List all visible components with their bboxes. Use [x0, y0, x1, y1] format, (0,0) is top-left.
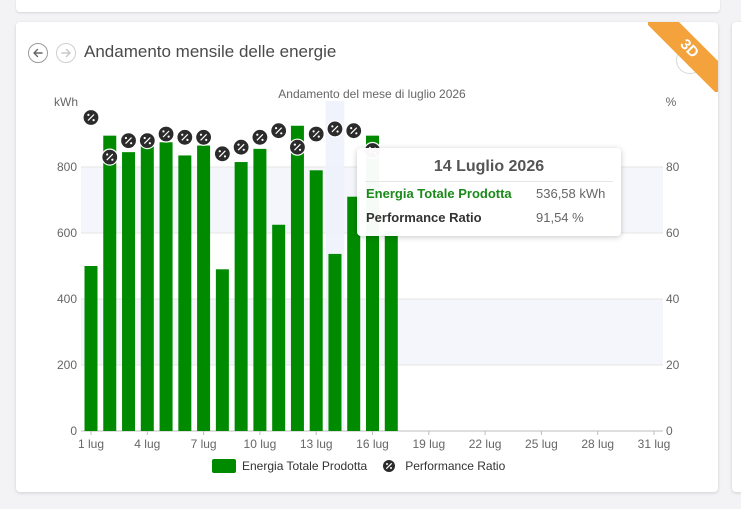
arrow-right-icon	[61, 48, 71, 58]
bar	[234, 162, 248, 432]
legend-item-pr[interactable]: Performance Ratio	[383, 459, 505, 473]
pr-marker	[326, 120, 344, 138]
tooltip-date: 14 Luglio 2026	[433, 158, 545, 175]
legend-label-energy: Energia Totale Prodotta	[242, 459, 368, 473]
percent-icon	[383, 460, 396, 472]
x-tick-label: 10 lug	[244, 437, 277, 451]
chart-tooltip: 14 Luglio 2026 Energia Totale Prodotta 5…	[357, 148, 621, 236]
pr-marker	[213, 145, 231, 163]
bar	[328, 253, 342, 431]
y-left-tick-label: 400	[57, 292, 77, 306]
y-right-tick-label: 80	[666, 160, 680, 174]
x-tick-label: 31 lug	[638, 437, 671, 451]
y-right-tick-label: 40	[666, 292, 680, 306]
pr-marker	[119, 132, 138, 150]
pr-marker	[101, 148, 119, 166]
bar	[384, 231, 398, 431]
bar	[197, 145, 211, 432]
adjacent-card-edge	[732, 22, 741, 492]
tooltip-energy-row: Energia Totale Prodotta 536,58 kWh	[366, 186, 605, 201]
pr-marker	[176, 128, 194, 146]
legend-swatch-energy	[212, 459, 236, 473]
pr-marker	[345, 122, 363, 140]
chart-legend: Energia Totale Prodotta Performance Rati…	[212, 459, 521, 473]
pr-marker	[307, 125, 325, 143]
bar	[159, 142, 173, 431]
bar	[103, 135, 117, 431]
tooltip-pr-row: Performance Ratio 91,54 %	[366, 210, 584, 225]
pr-marker	[138, 132, 156, 150]
x-tick-label: 7 lug	[191, 437, 217, 451]
bar	[178, 155, 192, 431]
legend-item-energy[interactable]: Energia Totale Prodotta	[212, 459, 367, 473]
x-tick-label: 16 lug	[356, 437, 389, 451]
bar	[215, 269, 229, 431]
y-right-unit: %	[666, 95, 677, 109]
x-tick-label: 22 lug	[469, 437, 502, 451]
bar	[272, 224, 286, 431]
tooltip-divider	[365, 181, 613, 182]
x-tick-label: 13 lug	[300, 437, 333, 451]
bar	[140, 135, 154, 431]
arrow-left-icon	[33, 48, 43, 58]
bar	[122, 152, 136, 431]
legend-label-pr: Performance Ratio	[405, 459, 506, 473]
x-tick-label: 25 lug	[525, 437, 558, 451]
y-right-tick-label: 0	[666, 424, 673, 438]
next-month-button[interactable]	[56, 43, 76, 63]
bar	[253, 148, 267, 431]
y-left-tick-label: 0	[70, 424, 77, 438]
bar	[309, 170, 323, 432]
previous-month-button[interactable]	[28, 43, 48, 63]
pr-marker	[195, 128, 213, 146]
pr-marker	[82, 108, 100, 127]
x-tick-label: 4 lug	[134, 437, 160, 451]
chart-title: Andamento del mese di luglio 2026	[278, 87, 466, 101]
card-title: Andamento mensile delle energie	[84, 42, 337, 61]
bar	[290, 125, 304, 431]
tooltip-pr-value: 91,54 %	[536, 210, 584, 225]
x-tick-label: 28 lug	[581, 437, 614, 451]
bar	[84, 266, 98, 431]
pr-marker	[232, 138, 250, 156]
tooltip-pr-label: Performance Ratio	[366, 210, 482, 225]
y-right-tick-label: 20	[666, 358, 680, 372]
pr-marker	[288, 138, 307, 156]
pr-marker	[270, 122, 288, 140]
y-right-tick-label: 60	[666, 226, 680, 240]
tooltip-energy-value: 536,58 kWh	[536, 186, 606, 201]
pr-marker	[251, 128, 269, 146]
tooltip-energy-label: Energia Totale Prodotta	[366, 186, 512, 201]
pr-marker	[157, 125, 175, 143]
bar	[347, 196, 361, 431]
y-left-unit: kWh	[54, 95, 78, 109]
y-left-tick-label: 600	[57, 226, 77, 240]
y-left-tick-label: 800	[57, 160, 77, 174]
y-left-tick-label: 200	[57, 358, 77, 372]
top-panel-edge	[16, 0, 720, 12]
x-tick-label: 1 lug	[78, 437, 104, 451]
x-tick-label: 19 lug	[412, 437, 445, 451]
